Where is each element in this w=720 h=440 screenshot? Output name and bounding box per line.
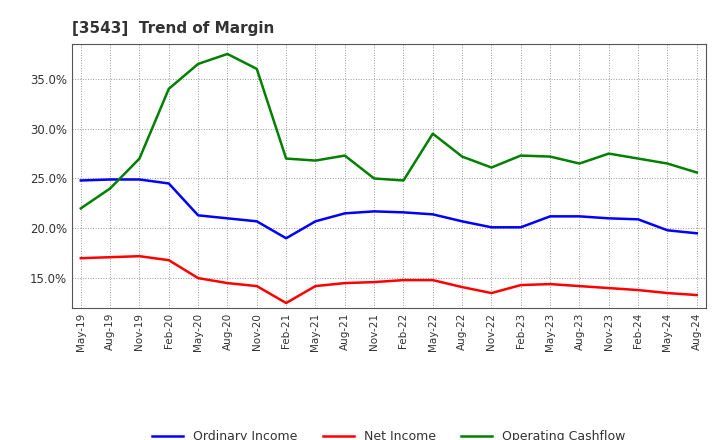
Operating Cashflow	[164, 86, 173, 92]
Net Income	[605, 286, 613, 291]
Net Income	[135, 253, 144, 259]
Operating Cashflow	[487, 165, 496, 170]
Net Income	[370, 279, 379, 285]
Ordinary Income	[253, 219, 261, 224]
Ordinary Income	[311, 219, 320, 224]
Net Income	[223, 280, 232, 286]
Net Income	[575, 283, 584, 289]
Operating Cashflow	[194, 61, 202, 66]
Ordinary Income	[458, 219, 467, 224]
Ordinary Income	[546, 214, 554, 219]
Operating Cashflow	[282, 156, 290, 161]
Operating Cashflow	[223, 51, 232, 57]
Ordinary Income	[223, 216, 232, 221]
Operating Cashflow	[516, 153, 525, 158]
Operating Cashflow	[341, 153, 349, 158]
Operating Cashflow	[135, 156, 144, 161]
Net Income	[311, 283, 320, 289]
Ordinary Income	[106, 177, 114, 182]
Ordinary Income	[516, 225, 525, 230]
Text: [3543]  Trend of Margin: [3543] Trend of Margin	[72, 21, 274, 36]
Operating Cashflow	[253, 66, 261, 72]
Ordinary Income	[605, 216, 613, 221]
Legend: Ordinary Income, Net Income, Operating Cashflow: Ordinary Income, Net Income, Operating C…	[147, 425, 631, 440]
Operating Cashflow	[605, 151, 613, 156]
Net Income	[487, 290, 496, 296]
Line: Ordinary Income: Ordinary Income	[81, 180, 697, 238]
Ordinary Income	[370, 209, 379, 214]
Net Income	[458, 284, 467, 290]
Ordinary Income	[663, 227, 672, 233]
Net Income	[399, 278, 408, 283]
Net Income	[546, 282, 554, 287]
Operating Cashflow	[575, 161, 584, 166]
Line: Net Income: Net Income	[81, 256, 697, 303]
Net Income	[428, 278, 437, 283]
Ordinary Income	[194, 213, 202, 218]
Net Income	[634, 287, 642, 293]
Net Income	[194, 275, 202, 281]
Ordinary Income	[282, 236, 290, 241]
Operating Cashflow	[106, 186, 114, 191]
Net Income	[516, 282, 525, 288]
Net Income	[663, 290, 672, 296]
Operating Cashflow	[546, 154, 554, 159]
Operating Cashflow	[370, 176, 379, 181]
Ordinary Income	[634, 216, 642, 222]
Ordinary Income	[341, 211, 349, 216]
Operating Cashflow	[428, 131, 437, 136]
Operating Cashflow	[399, 178, 408, 183]
Net Income	[164, 257, 173, 263]
Ordinary Income	[164, 181, 173, 186]
Operating Cashflow	[693, 170, 701, 175]
Ordinary Income	[428, 212, 437, 217]
Line: Operating Cashflow: Operating Cashflow	[81, 54, 697, 209]
Net Income	[106, 255, 114, 260]
Ordinary Income	[693, 231, 701, 236]
Ordinary Income	[399, 210, 408, 215]
Operating Cashflow	[634, 156, 642, 161]
Net Income	[76, 256, 85, 261]
Ordinary Income	[76, 178, 85, 183]
Ordinary Income	[135, 177, 144, 182]
Net Income	[253, 283, 261, 289]
Net Income	[693, 293, 701, 298]
Operating Cashflow	[311, 158, 320, 163]
Net Income	[282, 301, 290, 306]
Operating Cashflow	[663, 161, 672, 166]
Operating Cashflow	[76, 206, 85, 211]
Net Income	[341, 280, 349, 286]
Ordinary Income	[487, 225, 496, 230]
Operating Cashflow	[458, 154, 467, 159]
Ordinary Income	[575, 214, 584, 219]
